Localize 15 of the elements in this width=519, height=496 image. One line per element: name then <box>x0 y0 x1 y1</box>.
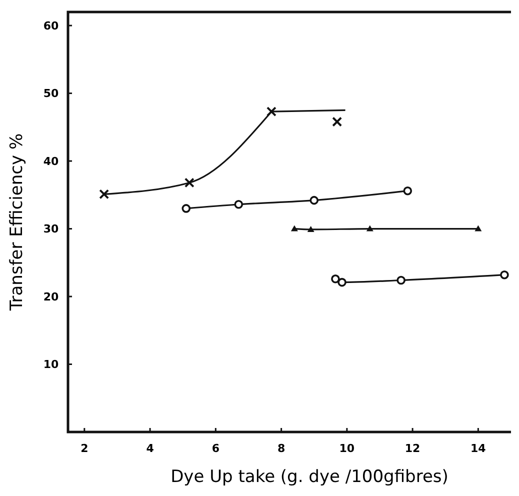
x-tick-label: 4 <box>146 442 154 455</box>
y-tick-label: 10 <box>43 358 59 372</box>
y-axis-title: Transfer Efficiency % <box>7 133 27 312</box>
y-tick-label: 40 <box>43 154 59 168</box>
x-tick-label: 10 <box>339 442 355 455</box>
x-tick-label: 2 <box>80 442 88 455</box>
y-tick-label: 30 <box>43 222 59 236</box>
x-tick-label: 12 <box>404 442 420 455</box>
x-tick-label: 6 <box>212 442 220 455</box>
y-tick-label: 60 <box>43 19 59 32</box>
x-axis-title: Dye Up take (g. dye /100gfibres) <box>170 467 448 487</box>
x-tick-label: 8 <box>277 442 286 455</box>
y-tick-label: 50 <box>43 87 59 100</box>
y-tick-label: 20 <box>43 290 59 304</box>
x-tick-label: 14 <box>470 442 486 455</box>
